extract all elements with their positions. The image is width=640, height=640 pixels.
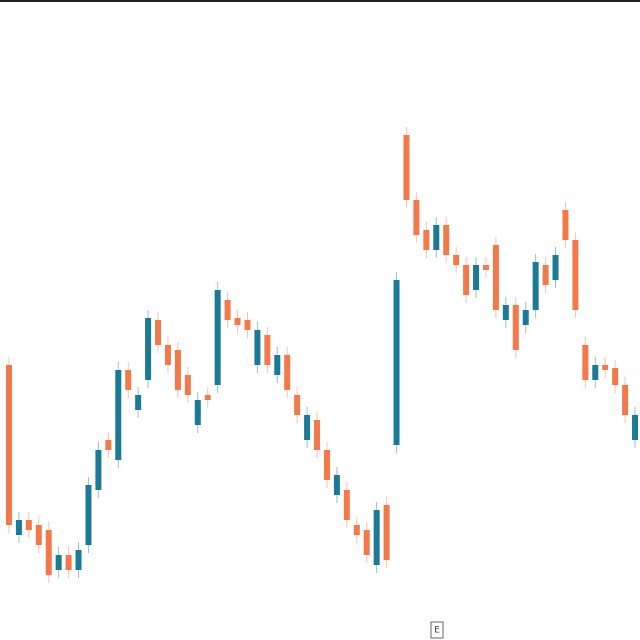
- candle-body: [512, 305, 519, 350]
- candle-body: [244, 320, 251, 330]
- candle-body: [393, 280, 400, 445]
- candle-body: [363, 530, 370, 555]
- candle-body: [45, 530, 52, 575]
- candle-body: [95, 450, 102, 490]
- candle-body: [314, 420, 321, 450]
- candle-body: [125, 370, 132, 390]
- marker-box: [430, 621, 444, 639]
- candle-body: [403, 135, 410, 200]
- candle-body: [383, 505, 390, 560]
- candle-body: [542, 265, 549, 285]
- candle-body: [532, 262, 539, 310]
- candle-body: [105, 440, 112, 450]
- candle-body: [463, 265, 470, 295]
- candle-body: [284, 355, 291, 390]
- candle-body: [55, 555, 62, 570]
- candle-body: [582, 345, 589, 380]
- candle-body: [184, 375, 191, 395]
- candle-body: [522, 310, 529, 325]
- candle-body: [632, 415, 639, 440]
- candle-body: [294, 395, 301, 415]
- candle-body: [492, 245, 499, 310]
- candle-body: [304, 415, 311, 440]
- candle-body: [5, 365, 12, 525]
- candle-body: [473, 265, 480, 290]
- candle-body: [572, 240, 579, 310]
- candle-body: [234, 318, 241, 325]
- candle-body: [343, 490, 350, 520]
- top-border: [0, 0, 640, 2]
- candle-body: [423, 230, 430, 250]
- candle-body: [155, 320, 162, 345]
- candle-body: [164, 345, 171, 365]
- candle-body: [602, 365, 609, 370]
- candle-body: [552, 255, 559, 280]
- candle-body: [194, 400, 201, 425]
- candle-body: [502, 305, 509, 320]
- candle-body: [35, 525, 42, 545]
- candle-body: [65, 555, 72, 570]
- candle-body: [333, 475, 340, 495]
- candle-body: [115, 370, 122, 460]
- marker-label: E: [434, 626, 440, 636]
- candle-body: [15, 520, 22, 535]
- candle-body: [224, 300, 231, 320]
- candle-body: [174, 350, 181, 390]
- candle-body: [443, 225, 450, 255]
- candle-body: [612, 368, 619, 385]
- candle-body: [274, 355, 281, 375]
- candle-body: [562, 210, 569, 240]
- candle-body: [323, 450, 330, 480]
- candle-body: [592, 365, 599, 380]
- candle-body: [25, 520, 32, 530]
- candle-body: [622, 385, 629, 415]
- candle-body: [214, 290, 221, 385]
- candle-body: [85, 485, 92, 545]
- candle-body: [204, 395, 211, 400]
- candle-body: [264, 335, 271, 365]
- candle-body: [145, 318, 152, 380]
- candle-body: [254, 330, 261, 365]
- candle-body: [135, 395, 142, 410]
- candle-body: [453, 255, 460, 265]
- candle-body: [482, 265, 489, 270]
- candle-body: [373, 510, 380, 565]
- candle-body: [353, 525, 360, 535]
- candle-body: [433, 225, 440, 250]
- candle-body: [413, 200, 420, 235]
- candle-body: [75, 550, 82, 570]
